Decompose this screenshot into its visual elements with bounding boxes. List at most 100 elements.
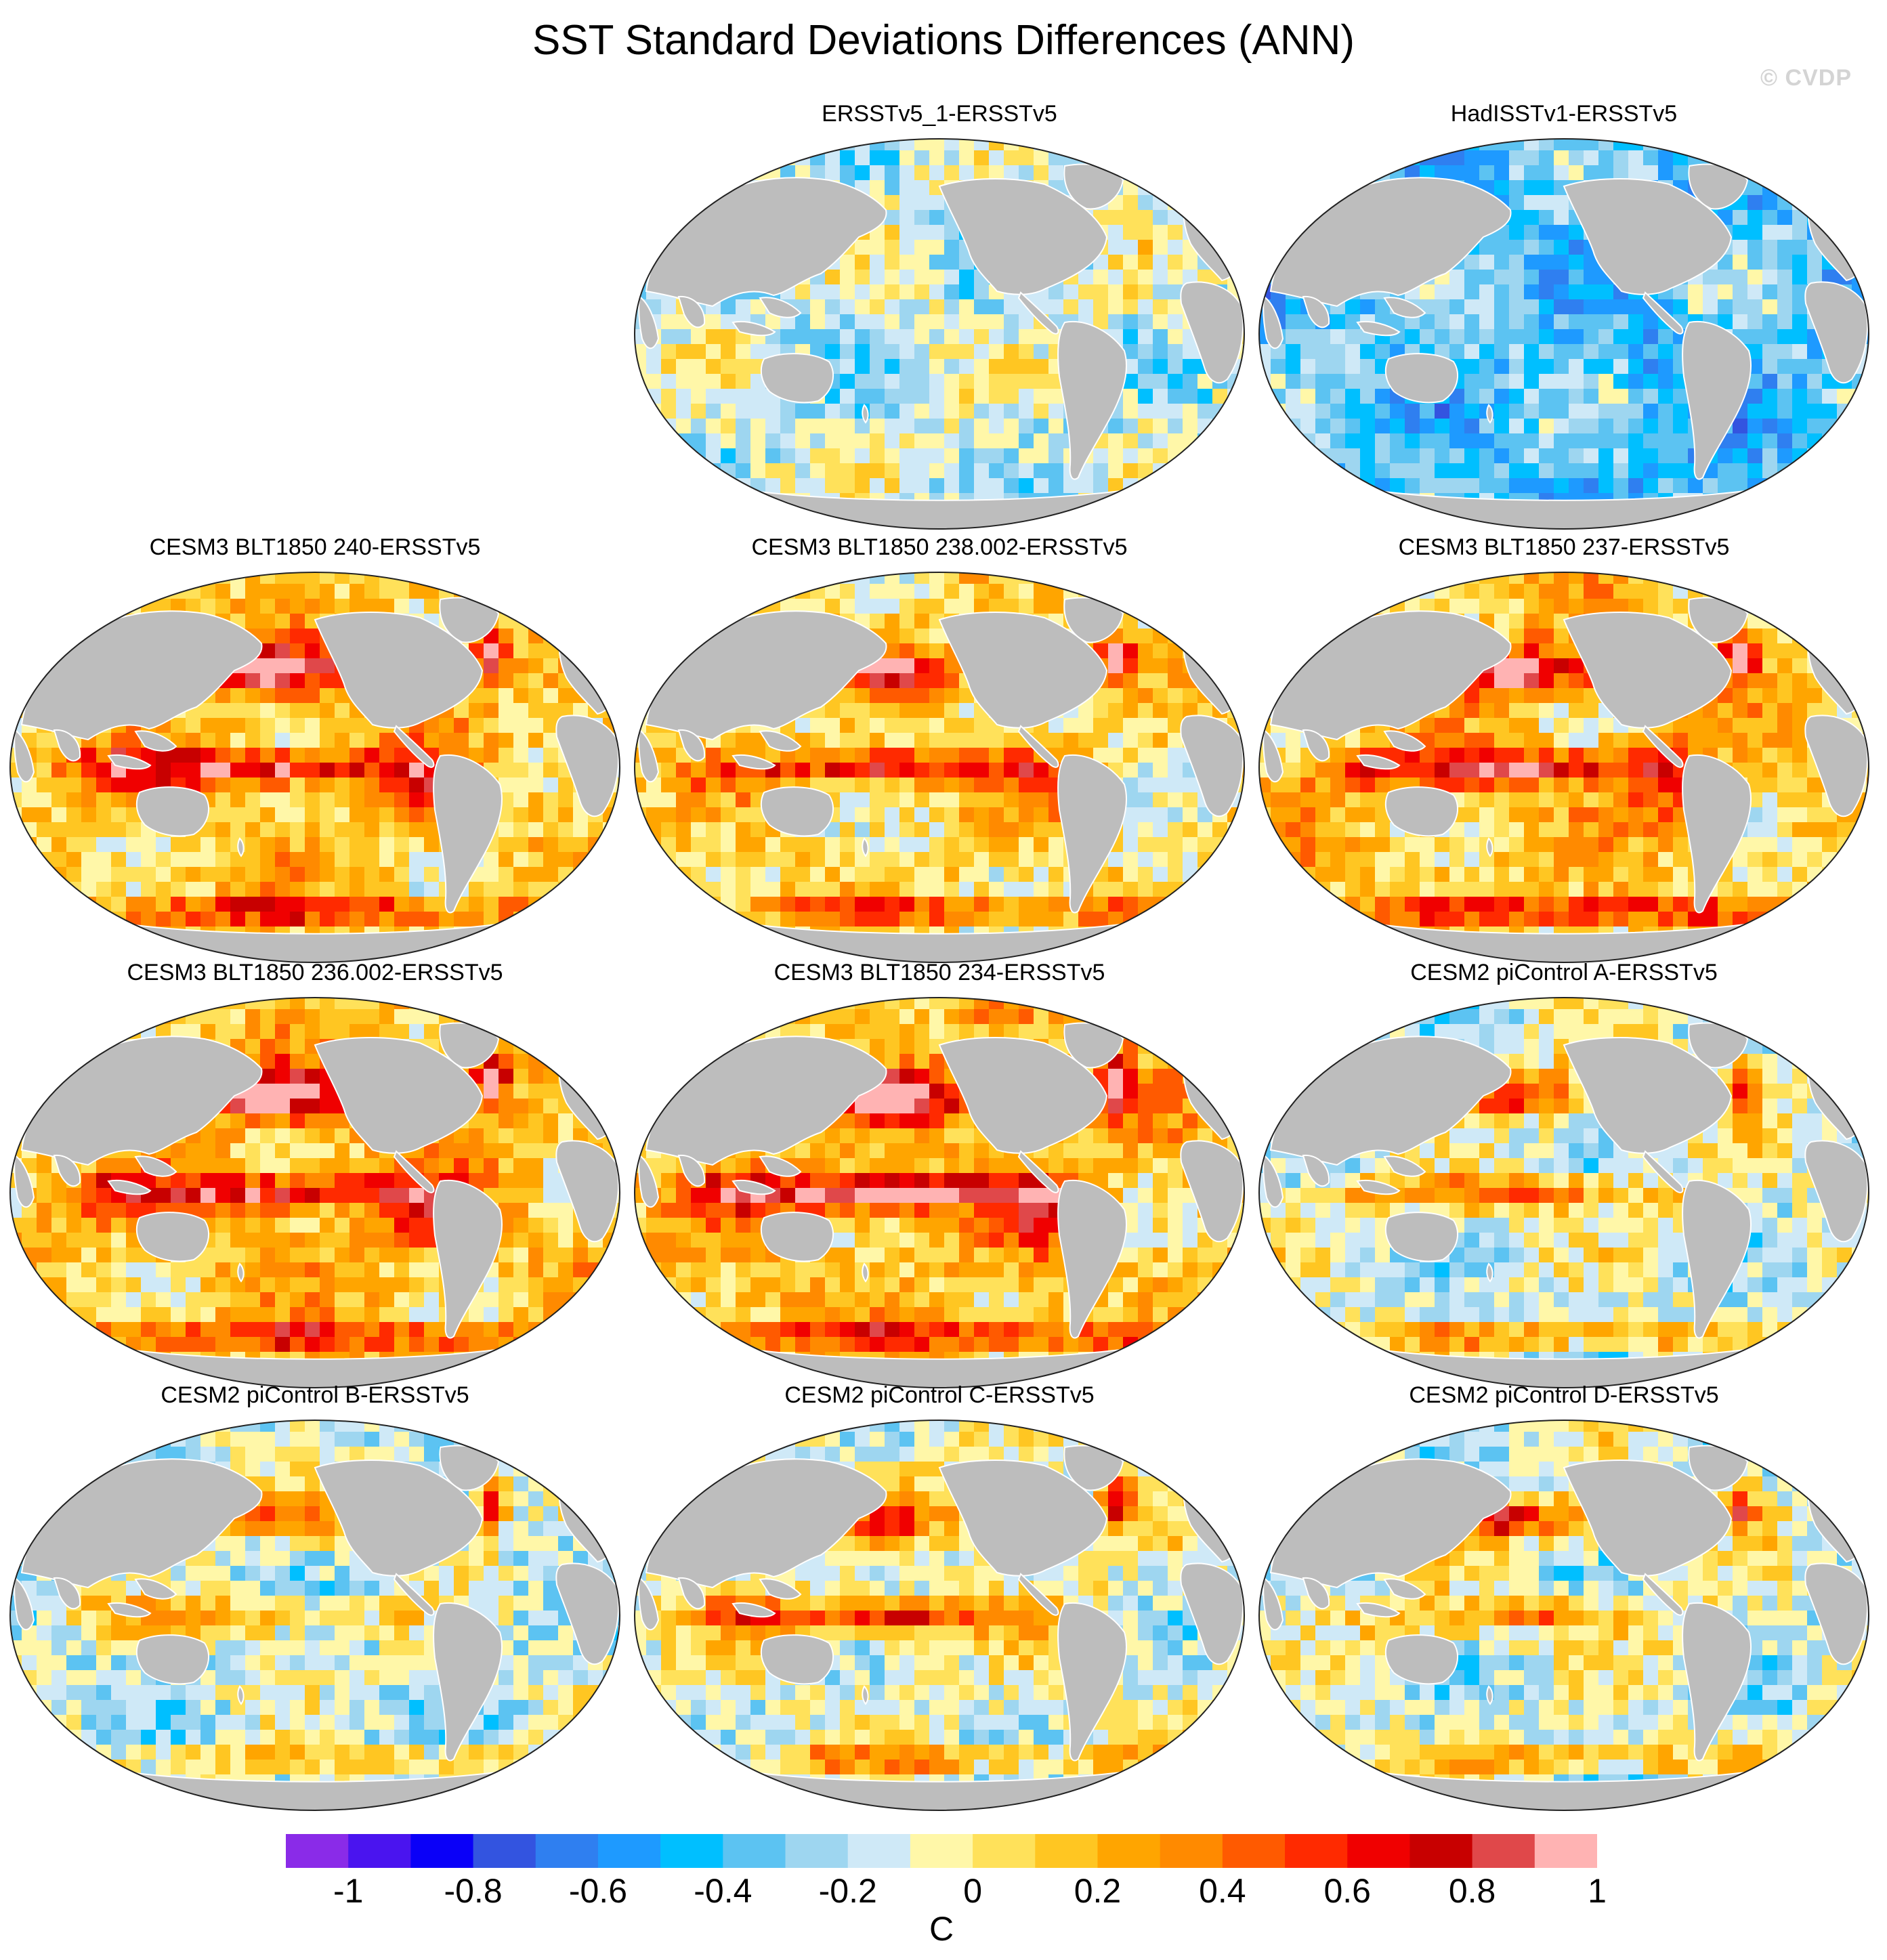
anomaly-cell bbox=[1822, 629, 1838, 644]
anomaly-cell bbox=[275, 733, 291, 748]
anomaly-cell bbox=[1375, 448, 1391, 464]
anomaly-cell bbox=[1390, 463, 1405, 479]
anomaly-cell bbox=[1598, 284, 1614, 300]
anomaly-cell bbox=[1673, 389, 1689, 404]
anomaly-cell bbox=[1242, 703, 1244, 719]
anomaly-cell bbox=[1420, 599, 1435, 614]
anomaly-cell bbox=[1554, 614, 1569, 629]
anomaly-cell bbox=[499, 882, 514, 897]
anomaly-cell bbox=[899, 837, 915, 853]
anomaly-cell bbox=[186, 584, 201, 599]
anomaly-cell bbox=[603, 614, 618, 629]
anomaly-cell bbox=[1093, 882, 1109, 897]
anomaly-cell bbox=[1183, 404, 1198, 419]
anomaly-cell bbox=[349, 748, 365, 763]
anomaly-cell bbox=[1747, 629, 1763, 644]
anomaly-cell bbox=[1315, 572, 1331, 584]
anomaly-cell bbox=[1360, 299, 1376, 315]
anomaly-cell bbox=[1034, 792, 1049, 808]
anomaly-cell bbox=[1852, 614, 1867, 629]
anomaly-cell bbox=[661, 195, 677, 211]
anomaly-cell bbox=[1227, 658, 1243, 674]
anomaly-cell bbox=[51, 572, 67, 584]
anomaly-cell bbox=[1004, 359, 1019, 375]
anomaly-cell bbox=[1345, 419, 1361, 434]
anomaly-cell bbox=[320, 897, 335, 912]
anomaly-cell bbox=[944, 329, 960, 345]
anomaly-cell bbox=[959, 150, 975, 166]
anomaly-cell bbox=[676, 882, 692, 897]
anomaly-cell bbox=[1554, 270, 1569, 285]
anomaly-cell bbox=[1420, 448, 1435, 464]
anomaly-cell bbox=[1286, 299, 1301, 315]
anomaly-cell bbox=[974, 284, 990, 300]
anomaly-cell bbox=[1420, 463, 1435, 479]
anomaly-cell bbox=[959, 463, 975, 479]
anomaly-cell bbox=[573, 599, 589, 614]
anomaly-cell bbox=[646, 572, 662, 584]
anomaly-cell bbox=[1569, 284, 1584, 300]
land-mass bbox=[677, 295, 706, 328]
anomaly-cell bbox=[1227, 508, 1243, 524]
anomaly-cell bbox=[454, 718, 469, 733]
anomaly-cell bbox=[51, 941, 67, 957]
anomaly-cell bbox=[1048, 822, 1064, 838]
anomaly-cell bbox=[1153, 240, 1168, 255]
anomaly-cell bbox=[750, 882, 766, 897]
anomaly-cell bbox=[1554, 225, 1569, 240]
anomaly-cell bbox=[499, 599, 514, 614]
anomaly-cell bbox=[914, 419, 930, 434]
anomaly-cell bbox=[1259, 270, 1271, 285]
anomaly-cell bbox=[1539, 255, 1554, 270]
anomaly-cell bbox=[1227, 404, 1243, 419]
anomaly-cell bbox=[974, 837, 990, 853]
anomaly-cell bbox=[618, 807, 620, 823]
anomaly-cell bbox=[1584, 139, 1599, 151]
anomaly-cell bbox=[899, 629, 915, 644]
anomaly-cell bbox=[899, 150, 915, 166]
land-mass bbox=[53, 729, 81, 762]
anomaly-cell bbox=[1733, 255, 1748, 270]
anomaly-cell bbox=[929, 763, 945, 778]
anomaly-cell bbox=[513, 777, 529, 793]
anomaly-cell bbox=[1360, 433, 1376, 449]
anomaly-cell bbox=[914, 180, 930, 196]
anomaly-cell bbox=[200, 852, 216, 868]
anomaly-cell bbox=[1227, 240, 1243, 255]
anomaly-cell bbox=[736, 777, 751, 793]
anomaly-cell bbox=[974, 448, 990, 464]
anomaly-cell bbox=[186, 733, 201, 748]
anomaly-cell bbox=[1569, 433, 1584, 449]
anomaly-cell bbox=[1168, 572, 1183, 584]
anomaly-cell bbox=[1569, 389, 1584, 404]
anomaly-cell bbox=[1197, 150, 1213, 166]
anomaly-cell bbox=[51, 777, 67, 793]
anomaly-cell bbox=[1807, 508, 1823, 524]
anomaly-cell bbox=[81, 572, 97, 584]
anomaly-cell bbox=[929, 658, 945, 674]
anomaly-cell bbox=[1123, 688, 1139, 704]
anomaly-cell bbox=[1004, 299, 1019, 315]
anomaly-cell bbox=[1554, 478, 1569, 494]
anomaly-cell bbox=[780, 523, 796, 529]
anomaly-cell bbox=[1747, 673, 1763, 689]
anomaly-cell bbox=[245, 763, 261, 778]
anomaly-cell bbox=[1108, 941, 1124, 957]
anomaly-cell bbox=[588, 599, 603, 614]
anomaly-cell bbox=[736, 508, 751, 524]
anomaly-cell bbox=[1613, 419, 1629, 434]
anomaly-cell bbox=[1747, 150, 1763, 166]
anomaly-cell bbox=[528, 599, 544, 614]
anomaly-cell bbox=[1048, 433, 1064, 449]
anomaly-cell bbox=[944, 404, 960, 419]
anomaly-cell bbox=[1153, 763, 1168, 778]
anomaly-cell bbox=[1168, 822, 1183, 838]
anomaly-cell bbox=[528, 882, 544, 897]
anomaly-cell bbox=[1123, 523, 1139, 529]
anomaly-cell bbox=[1718, 448, 1733, 464]
anomaly-cell bbox=[1315, 329, 1331, 345]
anomaly-cell bbox=[81, 882, 97, 897]
anomaly-cell bbox=[1449, 404, 1465, 419]
anomaly-cell bbox=[111, 897, 127, 912]
anomaly-cell bbox=[558, 792, 574, 808]
